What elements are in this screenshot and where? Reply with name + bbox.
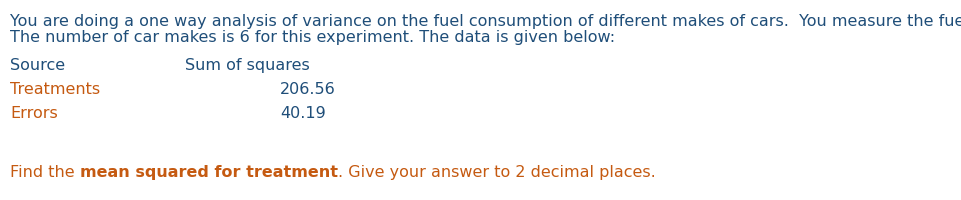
Text: . Give your answer to 2 decimal places.: . Give your answer to 2 decimal places. — [337, 165, 654, 180]
Text: 40.19: 40.19 — [280, 106, 326, 121]
Text: Treatments: Treatments — [10, 82, 100, 97]
Text: Sum of squares: Sum of squares — [185, 58, 309, 73]
Text: 206.56: 206.56 — [280, 82, 335, 97]
Text: mean squared for treatment: mean squared for treatment — [80, 165, 337, 180]
Text: Errors: Errors — [10, 106, 58, 121]
Text: The number of car makes is 6 for this experiment. The data is given below:: The number of car makes is 6 for this ex… — [10, 30, 614, 45]
Text: Source: Source — [10, 58, 65, 73]
Text: Find the: Find the — [10, 165, 80, 180]
Text: You are doing a one way analysis of variance on the fuel consumption of differen: You are doing a one way analysis of vari… — [10, 14, 961, 29]
